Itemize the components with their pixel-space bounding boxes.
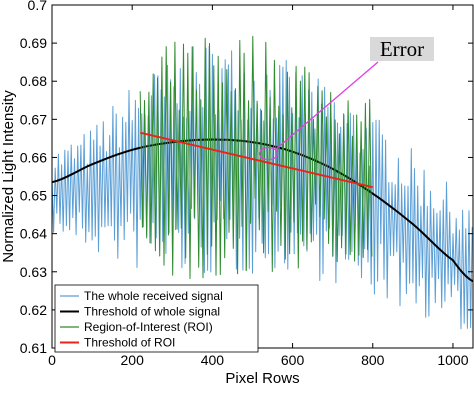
error-pointer-line xyxy=(276,61,379,150)
y-tick-label: 0.63 xyxy=(20,264,47,280)
legend-label: Region-of-Interest (ROI) xyxy=(84,320,213,334)
y-tick-label: 0.66 xyxy=(20,149,47,165)
series-line-threshold-of-roi xyxy=(139,131,374,189)
x-tick-label: 1000 xyxy=(437,352,468,368)
series-line-threshold-of-whole-signal xyxy=(51,138,474,283)
plot-frame xyxy=(51,4,474,349)
legend: The whole received signal Threshold of wh… xyxy=(54,284,259,353)
y-tick-label: 0.65 xyxy=(20,188,47,204)
y-tick-label: 0.64 xyxy=(20,226,47,242)
series-layer xyxy=(51,35,474,330)
x-tick-label: 600 xyxy=(281,352,305,368)
y-tick-label: 0.67 xyxy=(20,111,47,127)
legend-box xyxy=(54,284,259,353)
y-tick-label: 0.69 xyxy=(20,35,47,51)
error-label: Error xyxy=(380,37,424,61)
y-tick-label: 0.7 xyxy=(28,0,48,13)
error-label-box xyxy=(370,37,434,61)
x-tick-label: 200 xyxy=(121,352,145,368)
y-tick-label: 0.68 xyxy=(20,73,47,89)
x-tick-label: 400 xyxy=(201,352,225,368)
y-tick-label: 0.62 xyxy=(20,302,47,318)
legend-label: Threshold of whole signal xyxy=(84,305,220,319)
x-axis-title: Pixel Rows xyxy=(225,370,299,387)
series-line-region-of-interest-roi xyxy=(139,35,373,280)
ticks-layer: 0 200 400 600 800 1000 0.61 0.62 0.63 0.64 0.65 0.6… xyxy=(20,0,473,368)
x-tick-label: 800 xyxy=(361,352,385,368)
x-tick-label: 0 xyxy=(48,352,56,368)
legend-label: The whole received signal xyxy=(84,289,223,303)
y-axis-title: Normalized Light Intensity xyxy=(0,90,17,263)
y-tick-label: 0.61 xyxy=(20,340,47,356)
error-ellipse-marker xyxy=(258,146,279,161)
legend-label: Threshold of ROI xyxy=(84,336,175,350)
error-annotation: Error xyxy=(258,37,434,161)
